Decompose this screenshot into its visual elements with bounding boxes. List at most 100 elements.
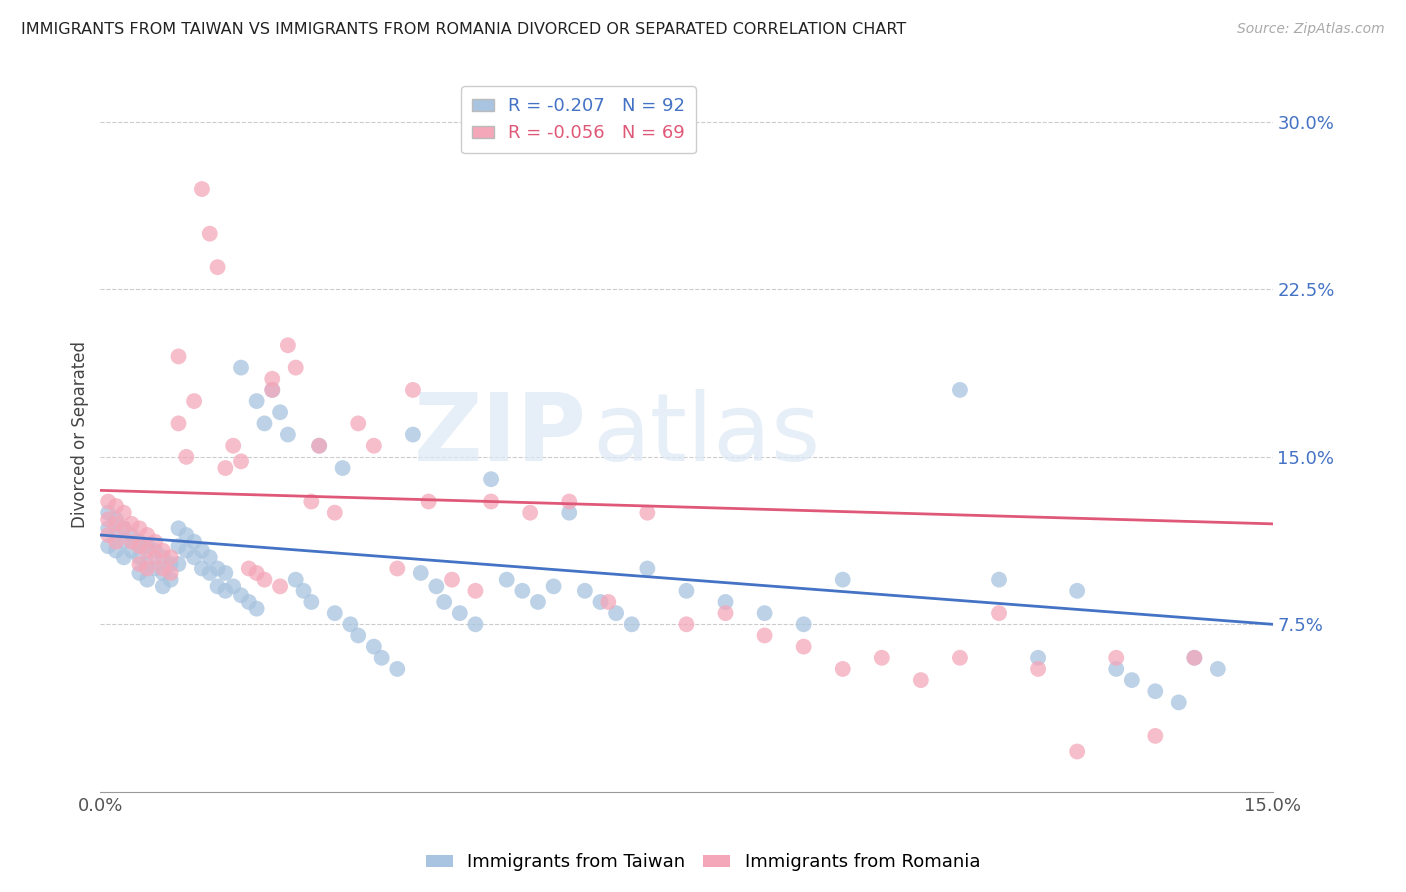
Point: [479, 494, 502, 508]
Point: [246, 601, 269, 615]
Point: [176, 543, 198, 558]
Point: [299, 494, 322, 508]
Point: [198, 550, 221, 565]
Point: [183, 550, 205, 565]
Point: [1066, 745, 1088, 759]
Point: [214, 461, 236, 475]
Point: [308, 439, 330, 453]
Point: [323, 606, 346, 620]
Point: [104, 516, 127, 531]
Point: [440, 573, 463, 587]
Point: [207, 561, 229, 575]
Point: [675, 617, 697, 632]
Point: [191, 182, 214, 196]
Point: [229, 588, 252, 602]
Point: [167, 521, 190, 535]
Point: [754, 628, 776, 642]
Point: [262, 372, 284, 386]
Point: [1144, 729, 1167, 743]
Point: [136, 528, 159, 542]
Point: [409, 566, 432, 580]
Point: [1026, 650, 1049, 665]
Point: [222, 579, 245, 593]
Point: [214, 566, 236, 580]
Point: [222, 439, 245, 453]
Point: [136, 543, 159, 558]
Point: [214, 583, 236, 598]
Point: [128, 521, 150, 535]
Point: [1105, 650, 1128, 665]
Point: [636, 561, 658, 575]
Point: [543, 579, 565, 593]
Text: atlas: atlas: [593, 389, 821, 481]
Point: [183, 534, 205, 549]
Point: [292, 583, 315, 598]
Point: [793, 617, 815, 632]
Point: [136, 539, 159, 553]
Point: [229, 360, 252, 375]
Point: [143, 543, 166, 558]
Point: [347, 417, 370, 431]
Point: [527, 595, 550, 609]
Point: [152, 543, 174, 558]
Point: [831, 662, 853, 676]
Point: [605, 606, 627, 620]
Point: [97, 512, 120, 526]
Point: [323, 506, 346, 520]
Point: [262, 383, 284, 397]
Point: [121, 543, 143, 558]
Point: [464, 583, 486, 598]
Point: [1105, 662, 1128, 676]
Point: [675, 583, 697, 598]
Point: [402, 427, 425, 442]
Point: [479, 472, 502, 486]
Point: [97, 494, 120, 508]
Point: [152, 561, 174, 575]
Point: [238, 561, 260, 575]
Point: [143, 561, 166, 575]
Text: Source: ZipAtlas.com: Source: ZipAtlas.com: [1237, 22, 1385, 37]
Point: [104, 528, 127, 542]
Point: [793, 640, 815, 654]
Point: [589, 595, 612, 609]
Point: [284, 360, 307, 375]
Point: [598, 595, 620, 609]
Point: [363, 439, 385, 453]
Point: [277, 338, 299, 352]
Point: [269, 579, 291, 593]
Point: [143, 534, 166, 549]
Point: [402, 383, 425, 397]
Point: [363, 640, 385, 654]
Point: [387, 561, 409, 575]
Point: [714, 595, 737, 609]
Point: [136, 561, 159, 575]
Point: [370, 650, 392, 665]
Point: [104, 499, 127, 513]
Point: [558, 506, 581, 520]
Point: [1182, 650, 1205, 665]
Point: [207, 579, 229, 593]
Point: [831, 573, 853, 587]
Point: [191, 543, 214, 558]
Point: [136, 557, 159, 571]
Point: [464, 617, 486, 632]
Point: [253, 573, 276, 587]
Point: [262, 383, 284, 397]
Point: [198, 227, 221, 241]
Point: [159, 566, 181, 580]
Point: [754, 606, 776, 620]
Point: [104, 512, 127, 526]
Point: [121, 516, 143, 531]
Point: [143, 550, 166, 565]
Point: [574, 583, 596, 598]
Point: [159, 550, 181, 565]
Point: [1026, 662, 1049, 676]
Point: [97, 521, 120, 535]
Point: [418, 494, 440, 508]
Point: [167, 557, 190, 571]
Point: [620, 617, 643, 632]
Point: [1206, 662, 1229, 676]
Point: [1182, 650, 1205, 665]
Point: [136, 573, 159, 587]
Point: [714, 606, 737, 620]
